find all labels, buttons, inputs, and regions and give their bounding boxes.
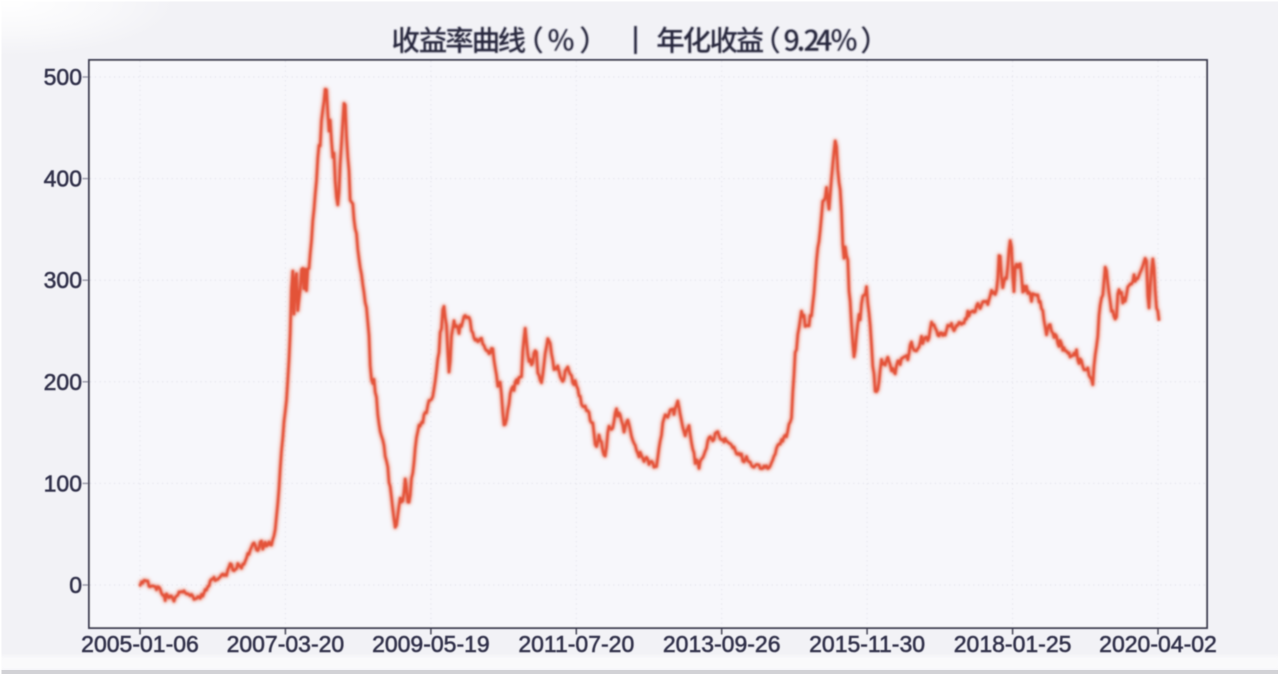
svg-text:2015-11-30: 2015-11-30: [809, 631, 925, 657]
svg-text:300: 300: [44, 267, 82, 293]
svg-text:2005-01-06: 2005-01-06: [81, 631, 199, 657]
svg-text:2009-05-19: 2009-05-19: [372, 631, 490, 657]
svg-text:2011-07-20: 2011-07-20: [518, 631, 634, 657]
svg-text:2013-09-26: 2013-09-26: [663, 631, 781, 657]
svg-text:200: 200: [44, 369, 82, 395]
svg-text:100: 100: [44, 470, 82, 496]
svg-text:400: 400: [44, 166, 82, 192]
svg-text:2020-04-02: 2020-04-02: [1099, 631, 1217, 657]
svg-text:0: 0: [69, 572, 82, 598]
svg-text:2018-01-25: 2018-01-25: [954, 631, 1072, 657]
svg-text:2007-03-20: 2007-03-20: [227, 631, 345, 657]
